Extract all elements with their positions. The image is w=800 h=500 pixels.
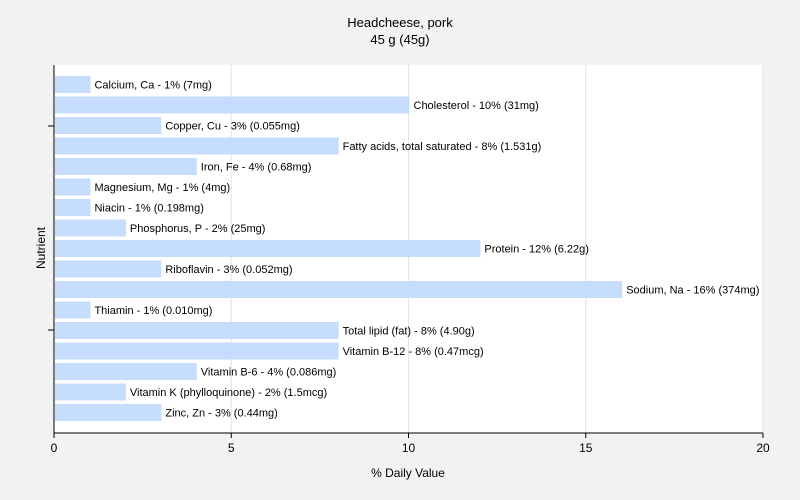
chart-title: Headcheese, pork bbox=[347, 15, 453, 30]
bar bbox=[55, 260, 162, 278]
bar bbox=[55, 363, 197, 380]
bar bbox=[55, 158, 197, 175]
bar bbox=[55, 178, 91, 196]
x-tick-label: 0 bbox=[51, 441, 58, 455]
x-tick-label: 5 bbox=[228, 441, 235, 455]
bar-label: Fatty acids, total saturated - 8% (1.531… bbox=[343, 141, 542, 153]
bar-label: Total lipid (fat) - 8% (4.90g) bbox=[343, 326, 475, 338]
bar-label: Copper, Cu - 3% (0.055mg) bbox=[165, 121, 300, 133]
bar bbox=[55, 76, 91, 93]
x-tick-label: 10 bbox=[402, 441, 416, 455]
bar bbox=[55, 199, 91, 216]
bar bbox=[55, 322, 339, 339]
bar bbox=[55, 219, 126, 237]
x-axis-label: % Daily Value bbox=[371, 466, 445, 480]
bar bbox=[55, 281, 623, 298]
bar bbox=[55, 240, 481, 257]
bar-label: Riboflavin - 3% (0.052mg) bbox=[165, 264, 292, 276]
axis-layer: 0 5 10 15 20 bbox=[48, 65, 770, 455]
x-tick-label: 15 bbox=[579, 441, 593, 455]
bar-label: Protein - 12% (6.22g) bbox=[484, 244, 589, 256]
bar bbox=[55, 137, 339, 155]
bar-label: Calcium, Ca - 1% (7mg) bbox=[94, 80, 211, 92]
bar-label: Sodium, Na - 16% (374mg) bbox=[626, 285, 759, 297]
bar-label: Iron, Fe - 4% (0.68mg) bbox=[201, 162, 312, 174]
bar-label: Magnesium, Mg - 1% (4mg) bbox=[94, 182, 230, 194]
bar-label: Niacin - 1% (0.198mg) bbox=[94, 203, 203, 215]
y-axis-label: Nutrient bbox=[34, 226, 48, 269]
bar bbox=[55, 117, 162, 134]
bar-label: Vitamin B-12 - 8% (0.47mcg) bbox=[343, 346, 484, 358]
bar-label: Phosphorus, P - 2% (25mg) bbox=[130, 223, 266, 235]
bar bbox=[55, 301, 91, 319]
bar-label: Vitamin B-6 - 4% (0.086mg) bbox=[201, 367, 337, 379]
bar bbox=[55, 342, 339, 360]
bar-label: Thiamin - 1% (0.010mg) bbox=[94, 305, 212, 317]
chart-subtitle: 45 g (45g) bbox=[370, 32, 429, 47]
bar bbox=[55, 383, 126, 401]
bar-label: Vitamin K (phylloquinone) - 2% (1.5mcg) bbox=[130, 387, 327, 399]
bar-label: Cholesterol - 10% (31mg) bbox=[414, 100, 539, 112]
bar-label: Zinc, Zn - 3% (0.44mg) bbox=[165, 408, 277, 420]
bar bbox=[55, 96, 410, 114]
x-tick-label: 20 bbox=[756, 441, 770, 455]
bar bbox=[55, 404, 162, 421]
bar-layer: Calcium, Ca - 1% (7mg) Cholesterol - 10% … bbox=[55, 76, 759, 421]
